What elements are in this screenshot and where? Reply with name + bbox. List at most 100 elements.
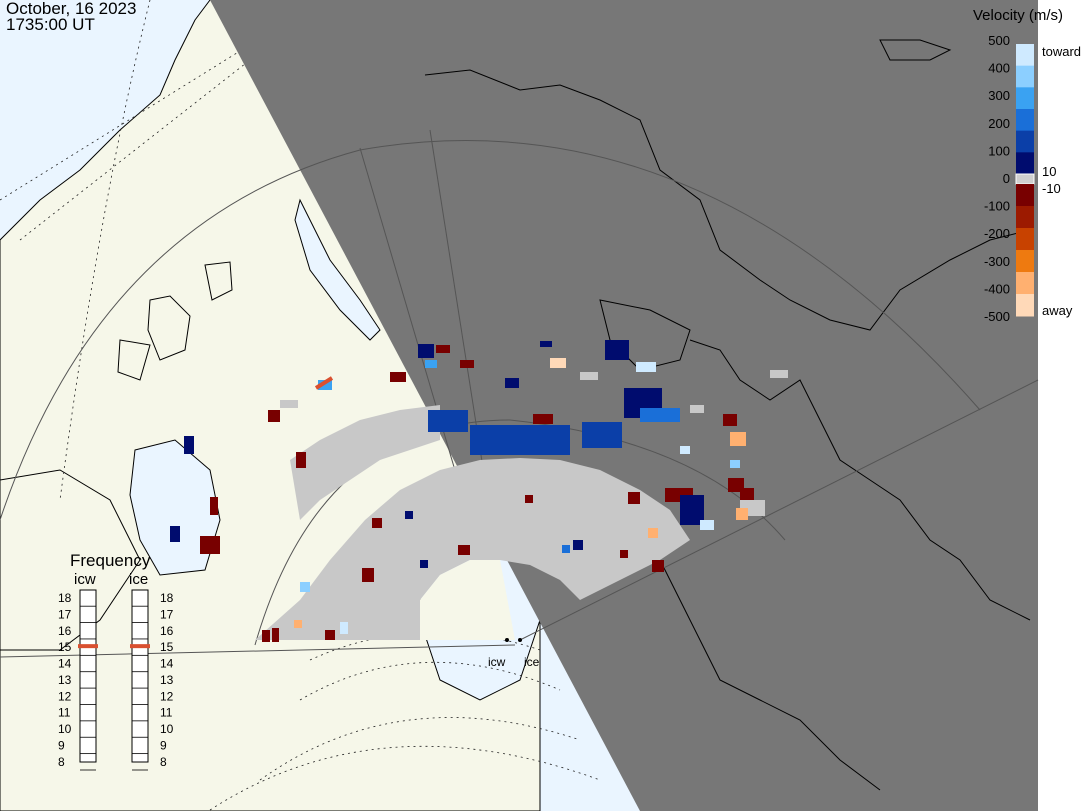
frequency-column-frame bbox=[79, 589, 97, 763]
frequency-level-label: 11 bbox=[58, 706, 71, 720]
colorbar-block bbox=[1016, 130, 1034, 153]
coast-siberia bbox=[424, 69, 1031, 331]
velocity-cell-toward bbox=[562, 545, 570, 553]
velocity-cell-away bbox=[460, 360, 474, 368]
fov-inner-arc bbox=[254, 419, 786, 646]
velocity-cell-away bbox=[325, 630, 335, 640]
colorbar-ticks: 500 400 300 200 100 0 -100 -200 -300 -400 -500 bbox=[984, 33, 1010, 324]
velocity-cell-toward bbox=[470, 425, 570, 455]
lat-circle-5 bbox=[309, 631, 541, 661]
gray-cell bbox=[770, 370, 788, 378]
velocity-cell-toward bbox=[420, 560, 428, 568]
colorbar-tick-label: -200 bbox=[984, 226, 1010, 241]
fjord-1 bbox=[294, 198, 381, 341]
velocity-cell-away bbox=[268, 410, 280, 422]
colorbar-tick-label: -100 bbox=[984, 199, 1010, 214]
scatter-cells-away-light bbox=[294, 358, 748, 628]
station-markers: icw ice bbox=[488, 638, 540, 669]
near-range-hole bbox=[420, 560, 515, 640]
colorbar-lower-small-label: -10 bbox=[1042, 181, 1061, 196]
frequency-radar-ice-label: ice bbox=[129, 571, 148, 588]
gray-cell bbox=[690, 405, 704, 413]
velocity-cell-away bbox=[628, 492, 640, 504]
colorbar-block bbox=[1016, 152, 1034, 175]
landmass-islands-b bbox=[117, 339, 151, 381]
lat-circle-1 bbox=[59, 0, 151, 501]
velocity-cell-away bbox=[272, 628, 279, 642]
frequency-level-label: 18 bbox=[160, 591, 174, 605]
velocity-cell-toward bbox=[300, 582, 310, 592]
colorbar-tick-label: 500 bbox=[988, 33, 1010, 48]
gray-cell bbox=[300, 475, 312, 483]
colorbar-block bbox=[1016, 294, 1034, 317]
velocity-cell-away bbox=[262, 630, 270, 642]
frequency-level-label: 14 bbox=[160, 657, 174, 671]
colorbar-away-label: away bbox=[1042, 303, 1073, 318]
coast-scandinavia bbox=[689, 339, 1031, 621]
velocity-cell-toward bbox=[640, 408, 680, 422]
colorbar-tick-label: 400 bbox=[988, 61, 1010, 76]
velocity-cell-toward bbox=[700, 520, 714, 530]
frequency-level-label: 10 bbox=[160, 722, 174, 736]
frequency-selected-markers bbox=[78, 644, 150, 649]
frequency-level-labels: 18 18 17 17 16 16 15 15 14 14 13 13 12 12 11 11 10 10 9 9 8 8 bbox=[58, 591, 174, 769]
frequency-level-label: 15 bbox=[58, 640, 72, 654]
fov-boundary-right bbox=[519, 379, 1039, 641]
velocity-cell-toward bbox=[636, 362, 656, 372]
frequency-selected-marker-icw bbox=[78, 644, 98, 649]
frequency-level-label: 12 bbox=[160, 689, 174, 703]
velocity-cell-away bbox=[362, 568, 374, 582]
velocity-cell-away bbox=[533, 414, 553, 424]
velocity-cell-toward bbox=[573, 540, 583, 550]
lat-circle-3 bbox=[259, 717, 581, 781]
velocity-cell-away bbox=[525, 495, 533, 503]
velocity-cell-toward bbox=[405, 511, 413, 519]
frequency-level-label: 13 bbox=[160, 673, 174, 687]
velocity-cell-away-light bbox=[730, 432, 746, 446]
station-dot-icw bbox=[505, 638, 509, 642]
frequency-level-label: 15 bbox=[160, 640, 174, 654]
colorbar-block bbox=[1016, 272, 1034, 295]
velocity-cell-away-light bbox=[736, 508, 748, 520]
landmass-islands-a bbox=[204, 261, 233, 301]
velocity-cell-toward bbox=[680, 446, 690, 454]
timestamp-time: 1735:00 UT bbox=[6, 15, 95, 34]
velocity-cell-away bbox=[210, 497, 218, 515]
colorbar-tick-label: -400 bbox=[984, 281, 1010, 296]
frequency-level-label: 9 bbox=[160, 738, 167, 752]
velocity-cell-away bbox=[723, 414, 737, 426]
colorbar-tick-label: 200 bbox=[988, 116, 1010, 131]
station-dot-ice bbox=[518, 638, 522, 642]
frequency-column-frame bbox=[131, 589, 149, 763]
frequency-level-label: 8 bbox=[160, 755, 167, 769]
velocity-cell-away bbox=[200, 536, 220, 554]
fov-outer-arc bbox=[0, 140, 981, 521]
velocity-cell-toward bbox=[318, 380, 332, 390]
velocity-cell-toward bbox=[340, 622, 348, 634]
frequency-level-label: 17 bbox=[58, 607, 72, 621]
colorbar-zero-band bbox=[1015, 173, 1035, 185]
colorbar-blocks bbox=[1015, 44, 1035, 317]
frequency-column-icw bbox=[79, 589, 97, 763]
velocity-cell-away bbox=[652, 560, 664, 572]
frequency-level-label: 18 bbox=[58, 591, 72, 605]
velocity-cell-toward bbox=[540, 341, 552, 347]
colorbar-tick-label: 100 bbox=[988, 143, 1010, 158]
station-label-icw: icw bbox=[488, 655, 506, 669]
colorbar-block bbox=[1016, 250, 1034, 273]
colorbar-block bbox=[1016, 184, 1034, 207]
velocity-cell-toward bbox=[730, 460, 740, 468]
frequency-level-label: 10 bbox=[58, 722, 72, 736]
gray-arc-band-2 bbox=[290, 405, 440, 520]
coast-islands bbox=[879, 39, 952, 61]
station-label-ice: ice bbox=[524, 655, 540, 669]
velocity-cell-away-light bbox=[294, 620, 302, 628]
velocity-cell-toward bbox=[170, 526, 180, 542]
scatter-cells-away bbox=[200, 345, 754, 642]
colorbar-block bbox=[1016, 109, 1034, 132]
coast-europe-west bbox=[659, 559, 881, 791]
colorbar-tick-label: -500 bbox=[984, 309, 1010, 324]
frequency-level-label: 16 bbox=[160, 624, 174, 638]
landmass-hudson-coast bbox=[0, 469, 141, 651]
